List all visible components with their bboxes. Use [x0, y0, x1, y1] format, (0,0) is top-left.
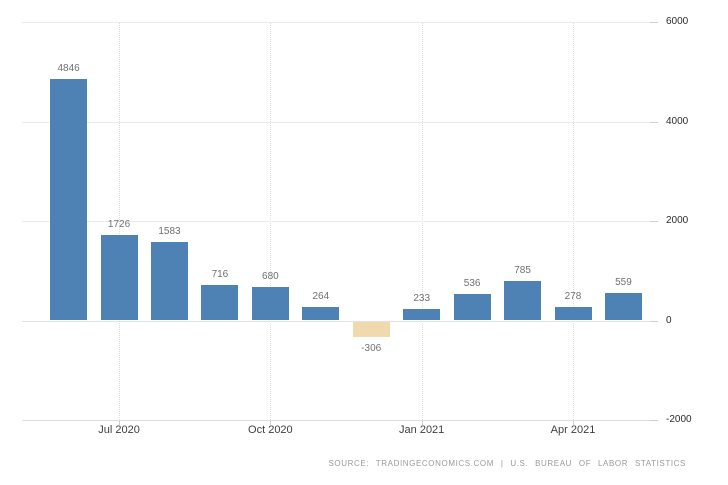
h-gridline [22, 122, 652, 123]
y-tick-label: 4000 [666, 116, 689, 127]
bar-positive [504, 281, 542, 321]
y-tick-mark [650, 420, 658, 421]
bar-positive [604, 292, 642, 321]
bar-value-label: 4846 [57, 63, 80, 75]
y-tick-label: 0 [666, 315, 672, 326]
bar-value-label: 716 [211, 268, 229, 280]
bar-positive [453, 293, 491, 321]
x-tick-mark [573, 420, 574, 425]
bar-value-label: 264 [312, 291, 330, 303]
bar-value-label: 785 [514, 265, 531, 277]
bar-negative [352, 321, 390, 337]
y-tick-mark [650, 221, 658, 222]
x-tick-label: Apr 2021 [550, 424, 596, 436]
bar-positive [100, 234, 138, 321]
x-tick-label: Jan 2021 [399, 424, 445, 436]
bar-value-label: 1726 [107, 218, 131, 230]
h-gridline [22, 321, 652, 322]
y-tick-mark [650, 122, 658, 123]
h-gridline [22, 22, 652, 23]
bar-value-label: 536 [463, 277, 481, 289]
y-tick-label: -2000 [666, 414, 692, 425]
bar-value-label: -306 [361, 342, 382, 354]
bar-positive [554, 306, 592, 321]
source-credit: SOURCE: TRADINGECONOMICS.COM | U.S. BURE… [328, 459, 686, 468]
bar-value-label: 559 [615, 276, 632, 288]
bar-positive [403, 308, 441, 321]
bar-value-label: 278 [564, 290, 582, 302]
bar-positive [302, 307, 340, 321]
y-tick-label: 6000 [666, 16, 689, 27]
x-tick-label: Oct 2020 [248, 424, 293, 436]
y-tick-label: 2000 [666, 215, 689, 226]
y-tick-mark [650, 22, 658, 23]
x-tick-mark [270, 420, 272, 425]
y-tick-mark [650, 321, 658, 322]
bar-value-label: 1583 [158, 225, 181, 237]
bar-positive [150, 241, 188, 321]
bar-positive [251, 286, 289, 321]
x-tick-mark [119, 420, 121, 425]
x-tick-mark [421, 420, 423, 425]
h-gridline [22, 420, 652, 421]
h-gridline [22, 221, 652, 222]
bar-value-label: 680 [262, 270, 279, 282]
bar-value-label: 233 [413, 292, 431, 304]
bar-positive [201, 284, 239, 321]
x-tick-label: Jul 2020 [98, 424, 140, 436]
bar-positive [50, 79, 88, 321]
